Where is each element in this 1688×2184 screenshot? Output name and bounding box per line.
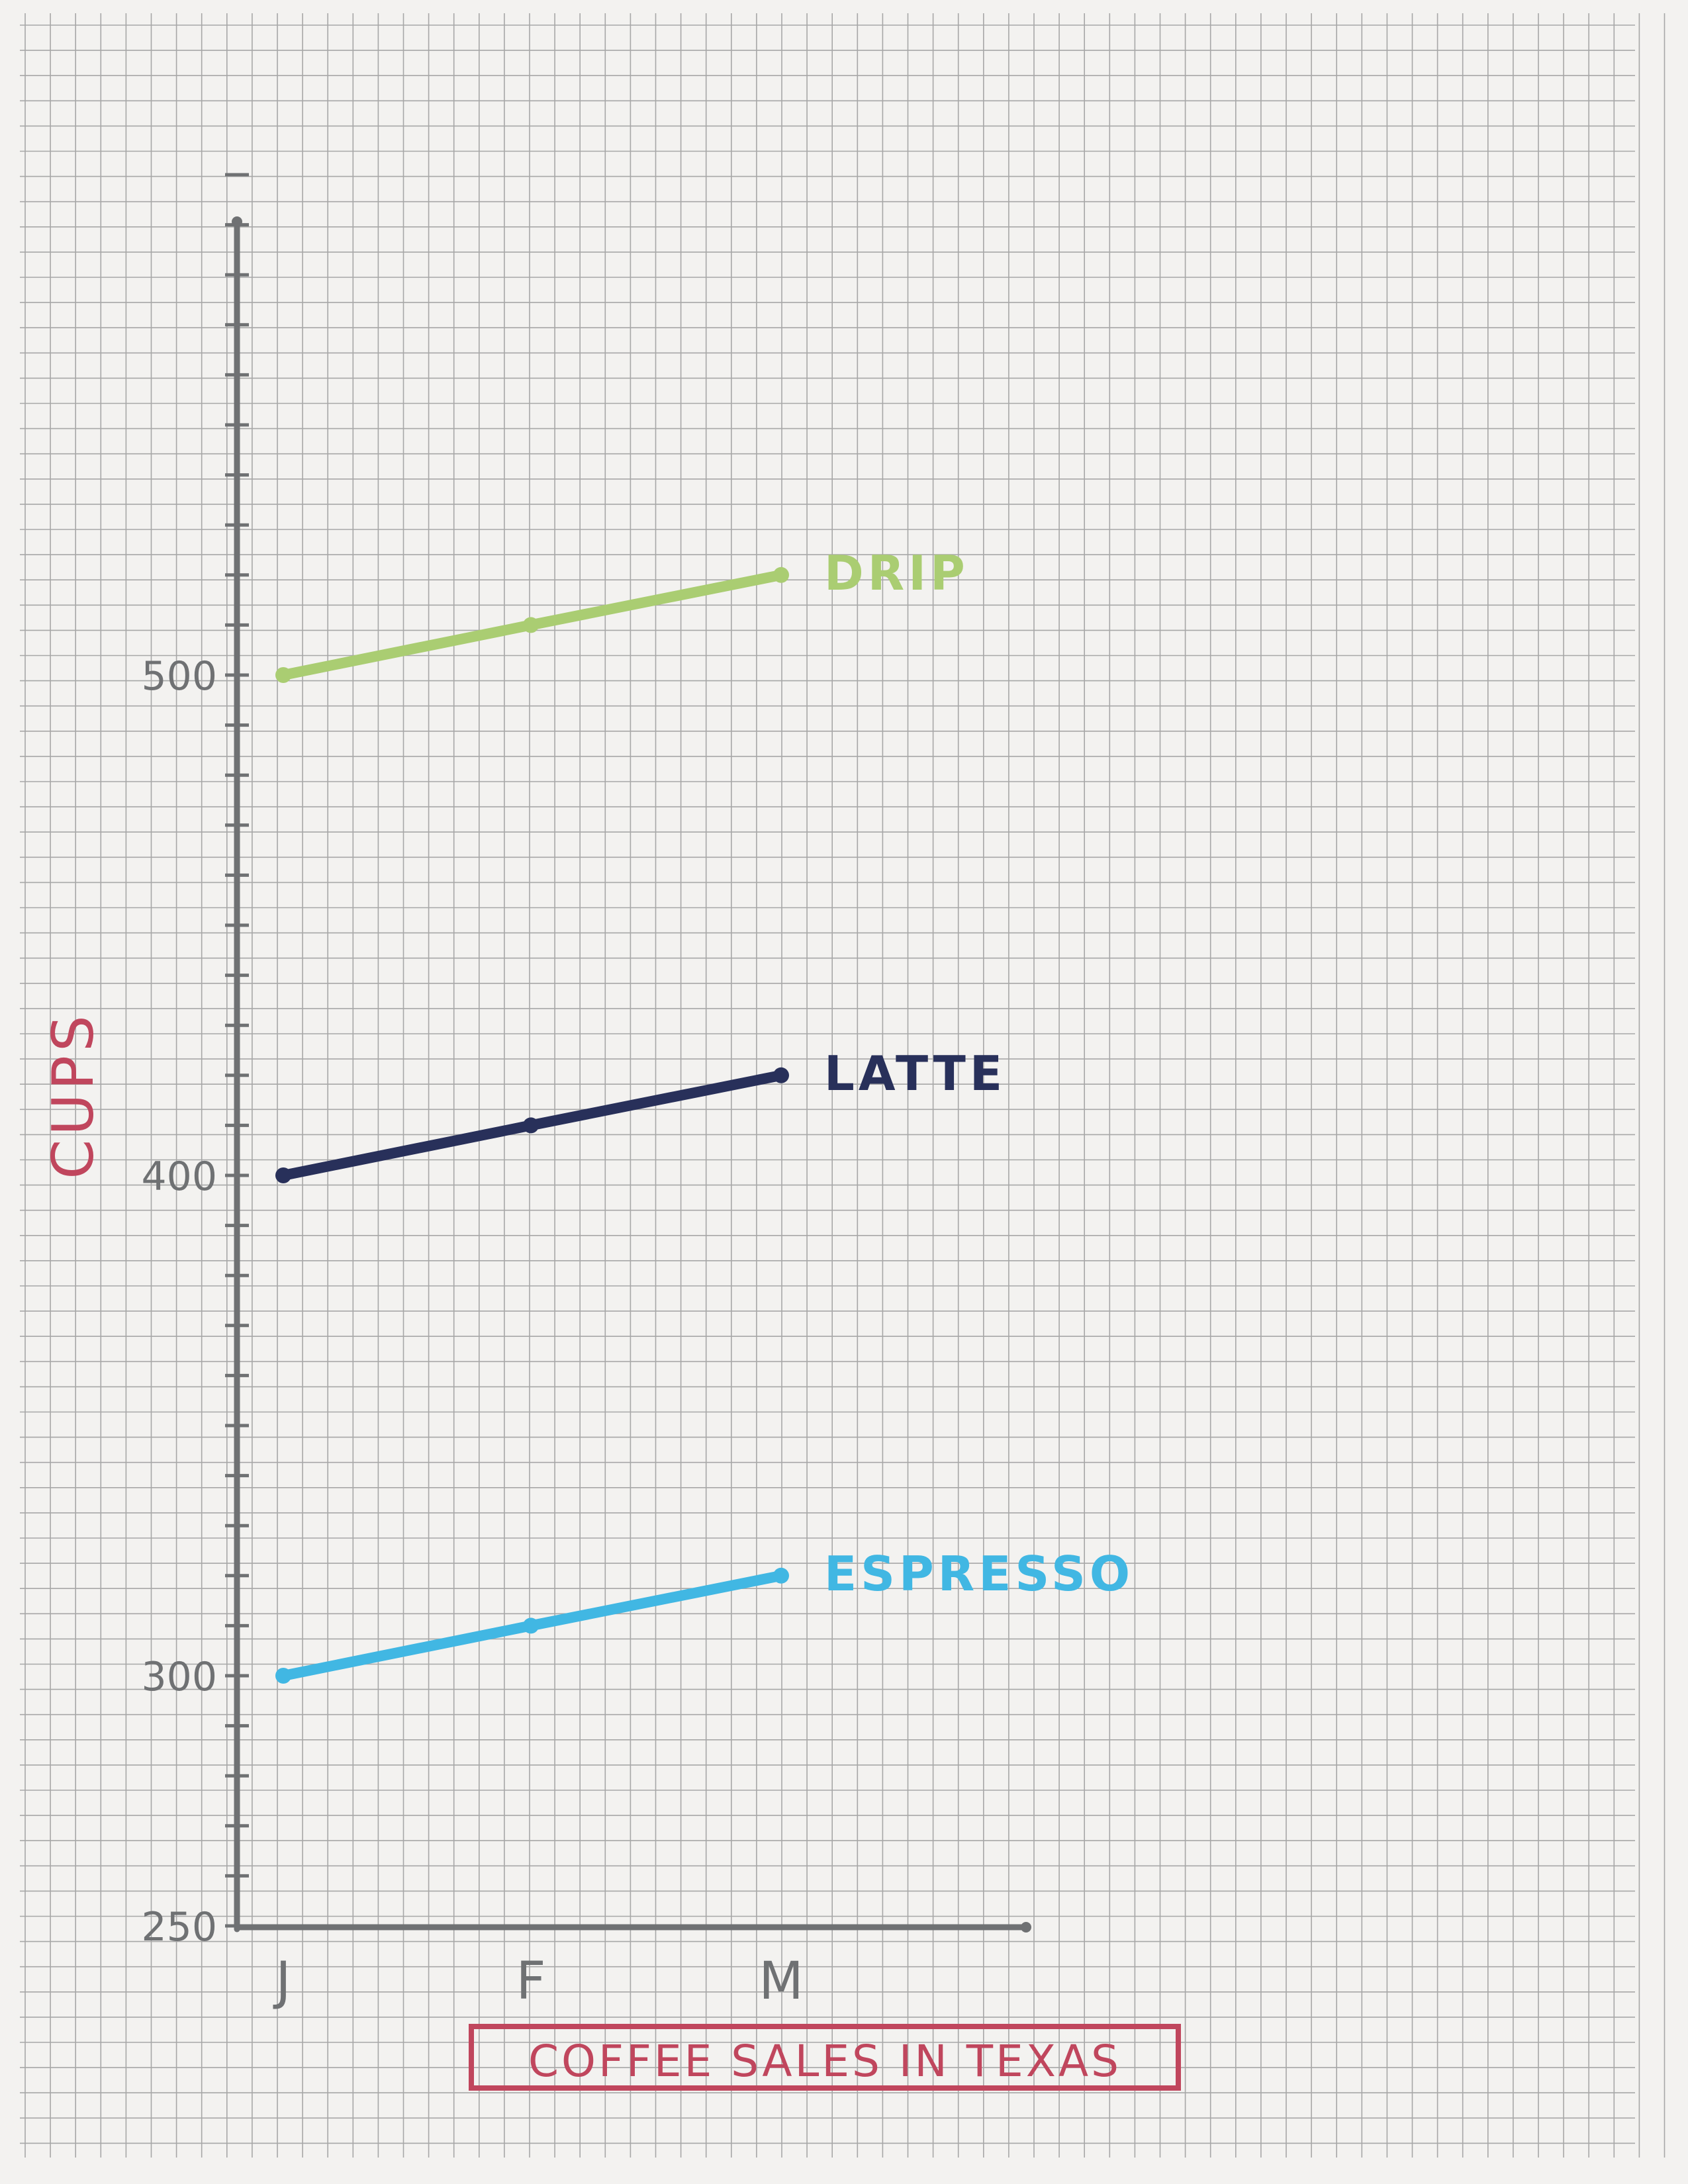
data-point [523, 1117, 539, 1134]
data-point [523, 1617, 539, 1634]
data-point [523, 617, 539, 633]
x-tick-label: J [272, 1952, 291, 2011]
title-box [469, 2024, 1181, 2091]
x-tick-label: F [516, 1952, 546, 2011]
grid-lines [20, 13, 1665, 2158]
x-axis-end-dot [1021, 1922, 1031, 1933]
series-label: ESPRESSO [824, 1546, 1134, 1602]
chart-series: DRIP LATTE ESPRESSO [275, 545, 1134, 1684]
y-axis-label: CUPS [40, 1011, 107, 1179]
x-tick-label: M [759, 1952, 803, 2011]
y-tick-label: 250 [141, 1904, 217, 1950]
data-point [275, 1668, 291, 1684]
chart-axes: 250 300 400 500 J F M [141, 173, 1031, 2011]
data-point [275, 1167, 291, 1183]
series-label: DRIP [824, 545, 969, 601]
data-point [773, 1067, 789, 1083]
y-tick-label: 400 [141, 1154, 217, 1200]
y-tick-label: 500 [141, 653, 217, 700]
chart-title: COFFEE SALES IN TEXAS [528, 2036, 1121, 2087]
y-tick-label: 300 [141, 1654, 217, 1700]
data-point [773, 1567, 789, 1584]
data-point [275, 667, 291, 683]
series-label: LATTE [824, 1046, 1006, 1101]
data-point [773, 567, 789, 583]
